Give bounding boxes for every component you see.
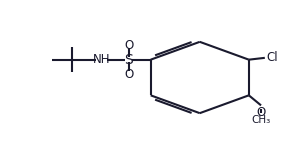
Text: Cl: Cl bbox=[266, 51, 278, 64]
Text: O: O bbox=[256, 106, 266, 119]
Text: O: O bbox=[124, 68, 133, 81]
Text: NH: NH bbox=[93, 53, 110, 66]
Text: O: O bbox=[124, 39, 133, 52]
Text: S: S bbox=[124, 53, 133, 67]
Text: CH₃: CH₃ bbox=[251, 115, 271, 125]
